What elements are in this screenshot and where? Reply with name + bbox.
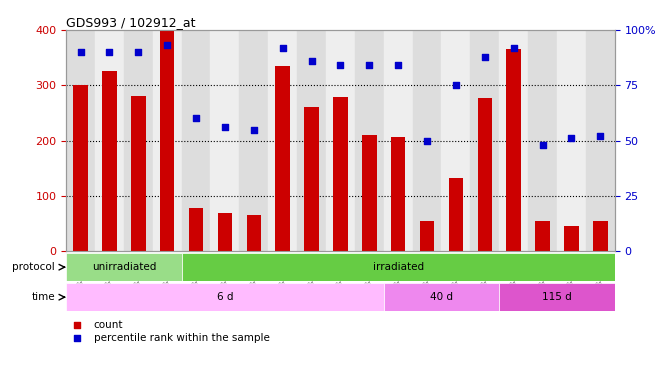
Bar	[384, 283, 499, 311]
Point	[104, 49, 115, 55]
Bar	[189, 208, 203, 251]
Point	[306, 58, 317, 64]
Point	[278, 45, 288, 51]
Bar	[153, 30, 182, 251]
Bar	[535, 221, 550, 251]
Point	[191, 116, 202, 122]
Point	[72, 322, 83, 328]
Bar	[268, 30, 297, 251]
Point	[422, 138, 432, 144]
Point	[393, 62, 403, 68]
Bar	[326, 30, 355, 251]
Point	[364, 62, 375, 68]
Text: protocol: protocol	[13, 262, 55, 272]
Point	[508, 45, 519, 51]
Bar	[391, 137, 405, 251]
Bar	[131, 96, 145, 251]
Bar	[217, 213, 232, 251]
Text: irradiated: irradiated	[373, 262, 424, 272]
Bar	[276, 66, 290, 251]
Point	[162, 42, 173, 48]
Bar	[239, 30, 268, 251]
Bar	[449, 178, 463, 251]
Point	[133, 49, 143, 55]
Bar	[124, 30, 153, 251]
Text: count: count	[94, 320, 123, 330]
Bar	[564, 226, 578, 251]
Bar	[297, 30, 326, 251]
Text: 40 d: 40 d	[430, 292, 453, 302]
Bar	[420, 221, 434, 251]
Bar	[182, 30, 210, 251]
Bar	[66, 253, 182, 281]
Bar	[247, 215, 261, 251]
Bar	[182, 253, 615, 281]
Bar	[499, 283, 615, 311]
Bar	[506, 50, 521, 251]
Bar	[471, 30, 499, 251]
Point	[595, 133, 605, 139]
Text: percentile rank within the sample: percentile rank within the sample	[94, 333, 270, 344]
Point	[451, 82, 461, 88]
Text: GDS993 / 102912_at: GDS993 / 102912_at	[66, 16, 196, 29]
Bar	[477, 98, 492, 251]
Bar	[499, 30, 528, 251]
Bar	[362, 135, 377, 251]
Text: unirradiated: unirradiated	[92, 262, 156, 272]
Bar	[442, 30, 471, 251]
Point	[537, 142, 548, 148]
Bar	[73, 85, 88, 251]
Text: 6 d: 6 d	[217, 292, 233, 302]
Text: time: time	[32, 292, 55, 302]
Bar	[95, 30, 124, 251]
Bar	[66, 30, 95, 251]
Bar	[355, 30, 384, 251]
Bar	[160, 31, 175, 251]
Bar	[102, 72, 116, 251]
Bar	[557, 30, 586, 251]
Text: 115 d: 115 d	[542, 292, 572, 302]
Point	[72, 336, 83, 342]
Bar	[304, 107, 319, 251]
Bar	[66, 283, 384, 311]
Bar	[384, 30, 412, 251]
Bar	[210, 30, 239, 251]
Bar	[593, 221, 607, 251]
Bar	[333, 98, 348, 251]
Bar	[586, 30, 615, 251]
Point	[335, 62, 346, 68]
Point	[219, 124, 230, 130]
Bar	[528, 30, 557, 251]
Point	[75, 49, 86, 55]
Point	[249, 126, 259, 132]
Point	[566, 135, 576, 141]
Point	[479, 54, 490, 60]
Bar	[412, 30, 442, 251]
